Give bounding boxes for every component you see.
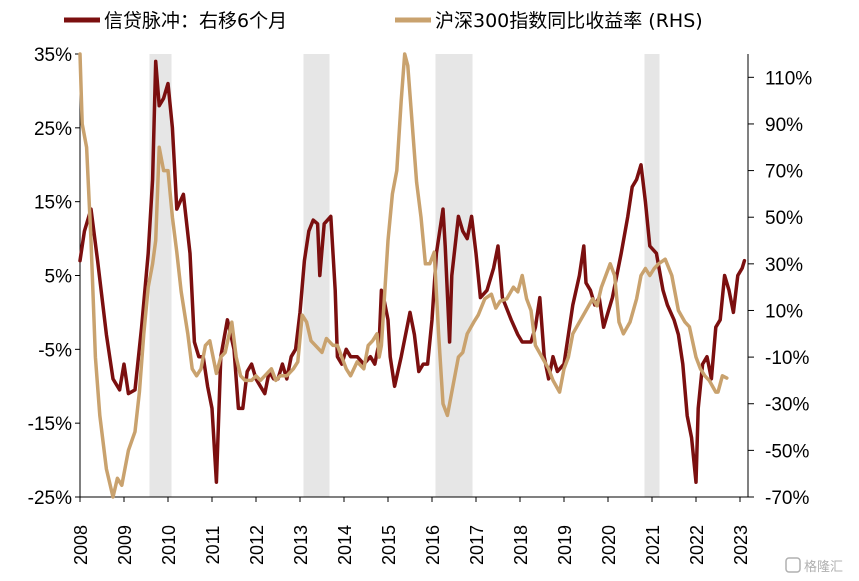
right-tick-label: 10% xyxy=(765,301,803,322)
x-tick-label: 2012 xyxy=(247,525,267,565)
shaded-period-4 xyxy=(644,54,660,497)
legend-label-csi300: 沪深300指数同比收益率 (RHS) xyxy=(435,10,703,32)
left-tick-label: -15% xyxy=(28,414,72,435)
right-tick-label: -70% xyxy=(765,488,809,509)
right-tick-label: 90% xyxy=(765,115,803,136)
x-axis-ticks: 2008 2009 2010 2011 2012 2013 2014 2015 2016 2017… xyxy=(71,497,751,565)
watermark-text: 格隆汇 xyxy=(804,559,843,575)
watermark-logo-icon xyxy=(785,557,801,573)
x-tick-label: 2020 xyxy=(599,525,619,565)
x-tick-label: 2015 xyxy=(379,525,399,565)
series-line-credit-pulse xyxy=(78,59,747,484)
left-tick-label: -25% xyxy=(28,488,72,509)
shaded-period-1 xyxy=(149,54,172,497)
right-tick-label: 70% xyxy=(765,162,803,183)
right-tick-label: 30% xyxy=(765,255,803,276)
right-tick-label: 50% xyxy=(765,208,803,229)
right-tick-label: -30% xyxy=(765,395,809,416)
right-axis-ticks: 110% 90% 70% 50% 30% 10% -10% -30% -50% -70% xyxy=(748,68,812,509)
x-tick-label: 2009 xyxy=(115,525,135,565)
x-tick-label: 2022 xyxy=(687,525,707,565)
left-tick-label: 5% xyxy=(45,267,73,288)
legend-label-credit-pulse: 信贷脉冲：右移6个月 xyxy=(104,10,287,32)
left-axis-ticks: 35% 25% 15% 5% -5% -15% -25% xyxy=(28,45,80,509)
x-tick-label: 2021 xyxy=(643,525,663,565)
x-tick-label: 2010 xyxy=(159,525,179,565)
x-tick-label: 2019 xyxy=(555,525,575,565)
watermark: 格隆汇 xyxy=(785,557,843,575)
x-tick-label: 2011 xyxy=(203,526,223,565)
right-tick-label: -50% xyxy=(765,441,809,462)
shaded-period-3 xyxy=(435,54,473,497)
x-tick-label: 2016 xyxy=(423,525,443,565)
x-tick-label: 2008 xyxy=(71,525,91,565)
shaded-periods xyxy=(149,54,660,497)
left-tick-label: 35% xyxy=(34,45,72,66)
right-tick-label: -10% xyxy=(765,348,809,369)
x-tick-label: 2013 xyxy=(291,525,311,565)
left-tick-label: 15% xyxy=(34,193,72,214)
shaded-period-2 xyxy=(303,54,330,497)
left-tick-label: -5% xyxy=(38,340,72,361)
x-tick-label: 2018 xyxy=(511,525,531,565)
x-tick-label: 2014 xyxy=(335,525,355,565)
x-tick-label: 2023 xyxy=(731,525,751,565)
series-line-csi300-yoy xyxy=(78,52,729,499)
legend: 信贷脉冲：右移6个月 沪深300指数同比收益率 (RHS) xyxy=(64,10,703,32)
x-tick-label: 2017 xyxy=(467,525,487,565)
series-lines xyxy=(78,52,747,499)
left-tick-label: 25% xyxy=(34,119,72,140)
right-tick-label: 110% xyxy=(765,68,812,89)
